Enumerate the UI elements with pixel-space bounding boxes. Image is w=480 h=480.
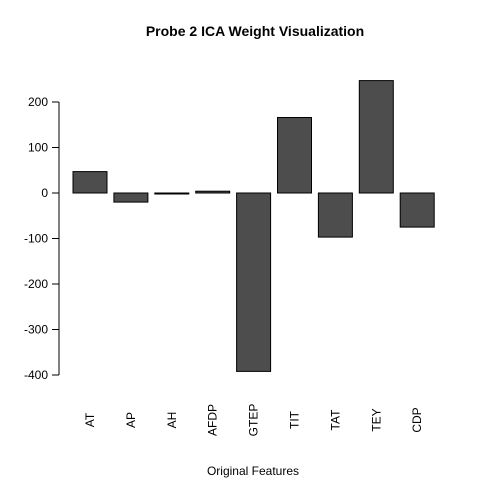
x-axis-label: Original Features <box>207 464 299 478</box>
bars-group <box>72 80 435 372</box>
bar-tit <box>277 117 312 194</box>
bar-ap <box>113 192 149 203</box>
category-label-gtep: GTEP <box>247 404 261 437</box>
bar-tat <box>317 192 353 238</box>
bar-cdp <box>399 192 435 228</box>
category-label-tey: TEY <box>369 408 383 431</box>
y-tick-label: -100 <box>24 232 48 246</box>
category-label-at: AT <box>83 412 97 427</box>
y-tick-label: -200 <box>24 277 48 291</box>
bar-tey <box>358 80 394 194</box>
category-label-ap: AP <box>124 412 138 428</box>
chart-title: Probe 2 ICA Weight Visualization <box>146 23 364 39</box>
y-tick-label: 200 <box>28 95 48 109</box>
y-tick-label: -300 <box>24 323 48 337</box>
category-label-ah: AH <box>165 412 179 429</box>
category-label-tat: TAT <box>328 409 342 431</box>
category-label-tit: TIT <box>288 410 302 429</box>
bar-afdp <box>195 190 231 194</box>
category-label-cdp: CDP <box>410 407 424 432</box>
category-labels: AT AP AH AFDP GTEP TIT TAT TEY CDP <box>83 404 424 437</box>
y-tick-label: 100 <box>28 141 48 155</box>
y-tick-label: -400 <box>24 368 48 382</box>
y-axis: -400 -300 -200 -100 0 100 200 <box>24 95 60 382</box>
bar-gtep <box>236 192 272 372</box>
bar-ah <box>154 192 190 195</box>
bar-at <box>72 171 108 194</box>
category-label-afdp: AFDP <box>206 404 220 436</box>
y-tick-label: 0 <box>41 186 48 200</box>
